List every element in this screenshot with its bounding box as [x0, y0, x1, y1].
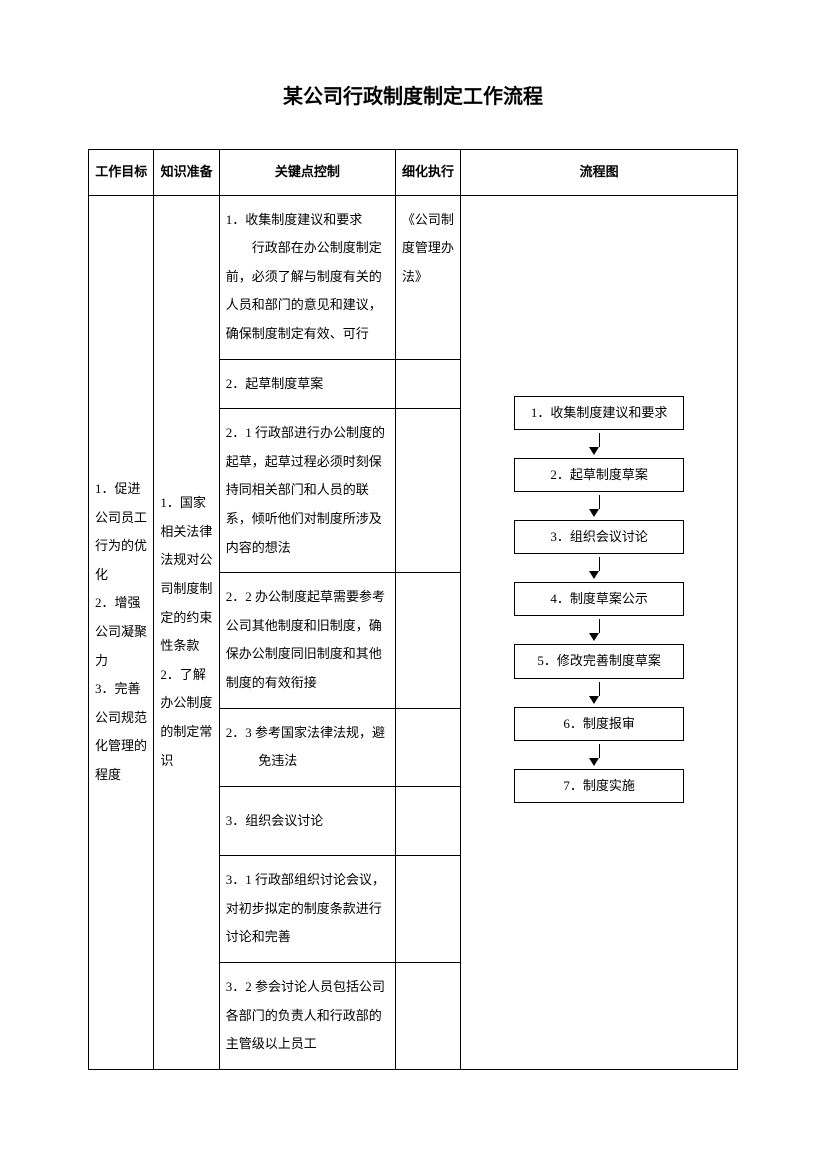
table-header-row: 工作目标 知识准备 关键点控制 细化执行 流程图 — [89, 150, 738, 196]
cell-detail-3-2 — [395, 963, 460, 1070]
header-col5: 流程图 — [461, 150, 738, 196]
cell-knowledge-prep: 1．国家相关法律法规对公司制度制定的约束性条款 2．了解办公制度的制定常识 — [154, 195, 219, 1069]
flowchart: 1．收集制度建议和要求 2．起草制度草案 3．组织会议讨论 4．制度草案公示 5… — [467, 206, 731, 803]
flow-step-1: 1．收集制度建议和要求 — [514, 396, 684, 430]
header-col3: 关键点控制 — [219, 150, 395, 196]
flow-step-2: 2．起草制度草案 — [514, 458, 684, 492]
kp-2-3-line2: 免违法 — [226, 747, 389, 776]
workflow-table: 工作目标 知识准备 关键点控制 细化执行 流程图 1．促进公司员工行为的优化 2… — [88, 149, 738, 1070]
flow-step-4: 4．制度草案公示 — [514, 582, 684, 616]
cell-keypoint-2-3: 2．3 参考国家法律法规，避 免违法 — [219, 708, 395, 786]
flow-step-7: 7．制度实施 — [514, 769, 684, 803]
cell-keypoint-2-2: 2．2 办公制度起草需要参考公司其他制度和旧制度，确保办公制度同旧制度和其他制度… — [219, 573, 395, 708]
cell-detail-2-3 — [395, 708, 460, 786]
kp1-head: 1．收集制度建议和要求 — [226, 206, 389, 235]
flow-arrow — [594, 557, 604, 579]
flow-arrow — [594, 744, 604, 766]
flow-arrow — [594, 495, 604, 517]
cell-detail-2-1 — [395, 409, 460, 573]
header-col1: 工作目标 — [89, 150, 154, 196]
cell-detail-1: 《公司制度管理办法》 — [395, 195, 460, 359]
cell-keypoint-3-1: 3．1 行政部组织讨论会议，对初步拟定的制度条款进行讨论和完善 — [219, 856, 395, 963]
cell-detail-3 — [395, 786, 460, 856]
cell-work-goals: 1．促进公司员工行为的优化 2．增强公司凝聚力 3．完善公司规范化管理的程度 — [89, 195, 154, 1069]
kp-2-3-line1: 2．3 参考国家法律法规，避 — [226, 719, 389, 748]
cell-detail-2 — [395, 359, 460, 409]
table-row: 1．促进公司员工行为的优化 2．增强公司凝聚力 3．完善公司规范化管理的程度 1… — [89, 195, 738, 359]
cell-keypoint-2-1: 2．1 行政部进行办公制度的起草，起草过程必须时刻保持同相关部门和人员的联系，倾… — [219, 409, 395, 573]
flow-step-6: 6．制度报审 — [514, 707, 684, 741]
cell-detail-2-2 — [395, 573, 460, 708]
header-col2: 知识准备 — [154, 150, 219, 196]
cell-detail-3-1 — [395, 856, 460, 963]
cell-keypoint-3-2: 3．2 参会讨论人员包括公司各部门的负责人和行政部的主管级以上员工 — [219, 963, 395, 1070]
flow-arrow — [594, 433, 604, 455]
page-title: 某公司行政制度制定工作流程 — [88, 80, 738, 109]
flow-step-3: 3．组织会议讨论 — [514, 520, 684, 554]
cell-flowchart: 1．收集制度建议和要求 2．起草制度草案 3．组织会议讨论 4．制度草案公示 5… — [461, 195, 738, 1069]
cell-keypoint-2: 2．起草制度草案 — [219, 359, 395, 409]
kp1-body: 行政部在办公制度制定前，必须了解与制度有关的人员和部门的意见和建议，确保制度制定… — [226, 234, 389, 348]
flow-arrow — [594, 619, 604, 641]
cell-keypoint-3: 3．组织会议讨论 — [219, 786, 395, 856]
flow-step-5: 5．修改完善制度草案 — [514, 644, 684, 678]
cell-keypoint-1: 1．收集制度建议和要求 行政部在办公制度制定前，必须了解与制度有关的人员和部门的… — [219, 195, 395, 359]
header-col4: 细化执行 — [395, 150, 460, 196]
flow-arrow — [594, 682, 604, 704]
